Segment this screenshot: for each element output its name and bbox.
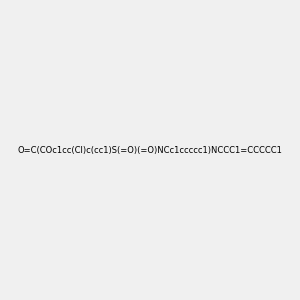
Text: O=C(COc1cc(Cl)c(cc1)S(=O)(=O)NCc1ccccc1)NCCC1=CCCCC1: O=C(COc1cc(Cl)c(cc1)S(=O)(=O)NCc1ccccc1)… — [18, 146, 282, 154]
